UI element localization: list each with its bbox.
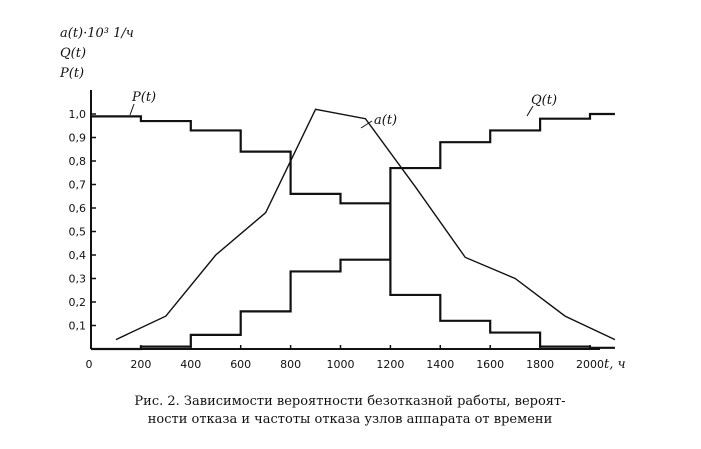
series-label-a: a(t) [374,113,397,128]
y-tick-label: 0,2 [69,296,87,309]
y-tick-label: 0,9 [69,132,87,145]
series-label-a-leader [360,120,373,129]
x-tick-label: 200 [130,358,151,371]
y-tick-label: 0,3 [69,273,87,286]
x-tick-label: 0 [86,358,93,371]
x-tick-label: 600 [230,358,251,371]
figure-caption: Рис. 2. Зависимости вероятности безотказ… [40,393,660,429]
series-line-p [91,115,615,349]
y-tick-label: 0,7 [69,179,87,192]
y-tick-label: 1,0 [69,108,87,121]
x-axis-label: t, ч [604,357,626,372]
caption-line-2: ности отказа и частоты отказа узлов аппа… [147,412,553,427]
x-tick-label: 1000 [327,358,355,371]
series-label-p-leader [129,103,135,116]
x-tick-label: 2000 [576,358,604,371]
series-label-q-leader [526,105,534,117]
series-line-a [115,108,616,341]
x-ticks: 0 200 400 600 800 1000 1200 1400 1600 1800 2000 [86,345,604,371]
caption-line-1: Рис. 2. Зависимости вероятности безотказ… [134,394,566,409]
series-line-q [91,112,615,351]
y-tick-label: 0,6 [69,202,87,215]
series-labels: P(t) a(t) Q(t) [129,90,557,129]
series-label-q: Q(t) [531,93,557,108]
x-tick-label: 800 [280,358,301,371]
x-tick-label: 1800 [526,358,554,371]
y-tick-label: 0,4 [69,249,87,262]
y-axis-title-line-1: a(t)·10³ 1/ч [60,26,134,41]
x-tick-label: 1400 [426,358,454,371]
series-label-p: P(t) [131,90,156,105]
x-tick-label: 1600 [476,358,504,371]
x-tick-label: 400 [180,358,201,371]
y-axis-title-line-3: P(t) [59,66,84,81]
y-tick-label: 0,5 [69,226,87,239]
y-axis-title: a(t)·10³ 1/ч Q(t) P(t) [59,26,134,81]
y-ticks: 0,1 0,2 0,3 0,4 0,5 0,6 0,7 0,8 0,9 1,0 [69,108,96,333]
y-tick-label: 0,8 [69,155,87,168]
y-tick-label: 0,1 [69,320,87,333]
y-axis-title-line-2: Q(t) [60,46,86,61]
series-layer [91,108,616,351]
x-tick-label: 1200 [376,358,404,371]
